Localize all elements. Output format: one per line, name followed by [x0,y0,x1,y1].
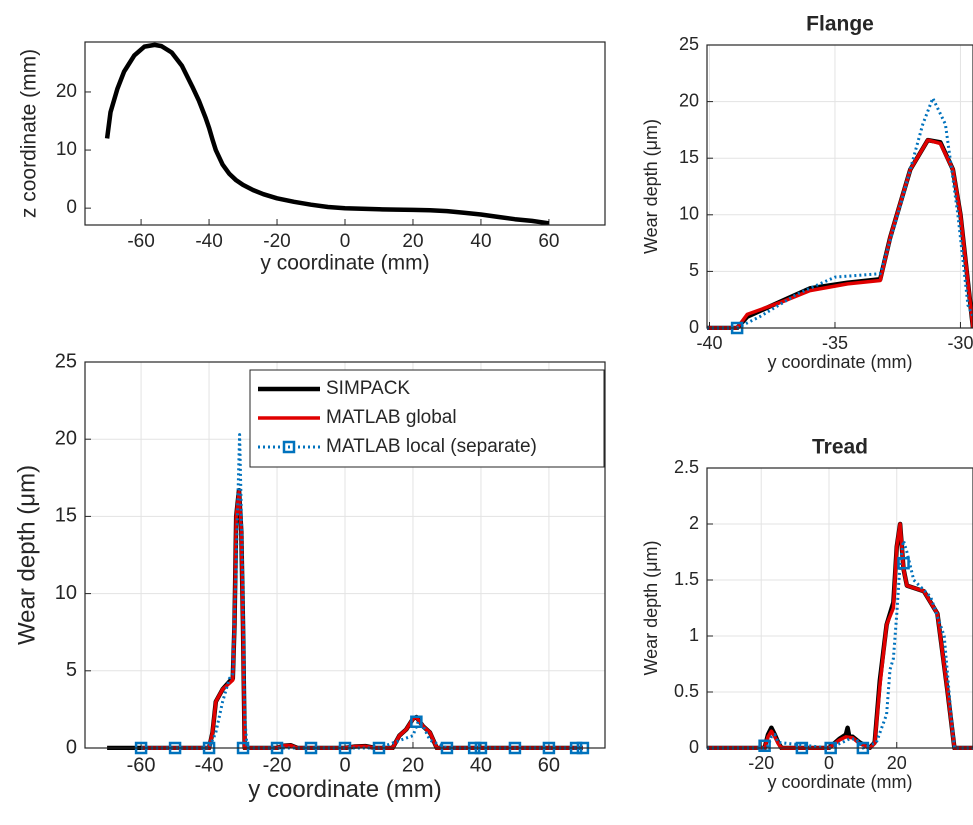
x-tick-label: 40 [470,754,492,776]
marker [897,556,910,570]
y-tick-label: 10 [56,139,77,160]
x-tick-label: -20 [748,753,774,773]
series-line [141,433,583,750]
x-tick-label: -40 [195,231,222,252]
y-tick-label: 25 [55,350,77,372]
subplot-title: Flange [806,13,874,36]
subplot: -40 -35 -30 0 5 10 15 20 25 Flange y coordinate (m… [641,13,973,372]
x-axis-label: y coordinate (mm) [767,772,912,792]
legend-label: MATLAB global [326,407,457,428]
y-tick-label: 10 [55,582,77,604]
x-axis-label: y coordinate (mm) [260,251,429,274]
x-tick-label: -30 [947,333,973,353]
x-tick-label: -60 [127,231,154,252]
y-tick-label: 15 [55,505,77,527]
y-tick-label: 2 [689,513,699,533]
y-axis-label: Wear depth (μm) [641,540,661,675]
x-tick-label: -60 [127,754,156,776]
x-tick-label: 60 [538,231,559,252]
y-tick-label: 0 [66,197,77,218]
plot-area [104,42,550,226]
marker [758,739,771,753]
series-line [141,489,583,750]
series-line [707,138,973,330]
x-axis-label: y coordinate (mm) [767,352,912,372]
series-line [707,522,973,750]
x-axis-label: y coordinate (mm) [248,776,441,803]
x-tick-label: 0 [340,231,351,252]
x-tick-label: -20 [263,754,292,776]
x-tick-label: -20 [263,231,290,252]
y-tick-label: 0 [689,737,699,757]
series-line [104,42,550,226]
x-tick-label: 20 [402,231,423,252]
series-line [707,96,973,330]
y-tick-label: 2.5 [674,457,699,477]
x-tick-label: 40 [470,231,491,252]
x-tick-label: -35 [822,333,848,353]
y-tick-label: 1.5 [674,569,699,589]
y-tick-label: 5 [66,659,77,681]
y-tick-label: 20 [679,90,699,110]
plot-area [707,521,973,750]
subplot: -20 0 20 0 0.5 1 1.5 2 2.5 Tread y coordinate (mm)… [641,436,973,792]
y-axis-label: Wear depth (μm) [13,465,40,645]
series-line [707,137,973,330]
axes-box [706,467,973,749]
y-tick-label: 15 [679,147,699,167]
y-axis-label: Wear depth (μm) [641,119,661,254]
y-tick-label: 20 [55,427,77,449]
y-tick-label: 0 [689,317,699,337]
marker [410,715,423,729]
subplot-title: Tread [812,436,868,459]
y-axis-label: z coordinate (mm) [18,49,41,218]
plot-area [707,96,973,330]
series-line [707,539,973,750]
y-tick-label: 20 [56,81,77,102]
axes-box [84,361,606,749]
x-tick-label: 0 [824,753,834,773]
x-tick-label: 60 [538,754,560,776]
legend-marker [282,440,296,454]
axes-box [84,41,606,226]
x-tick-label: 20 [887,753,907,773]
y-tick-label: 0 [66,736,77,758]
y-tick-label: 0.5 [674,681,699,701]
x-tick-label: -40 [195,754,224,776]
x-tick-label: 20 [402,754,424,776]
x-tick-label: -40 [697,333,723,353]
y-tick-label: 5 [689,260,699,280]
subplot: -60 -40 -20 0 20 40 60 0 5 10 15 20 25 y coordinate (… [13,350,606,803]
legend-label: MATLAB local (separate) [326,436,537,457]
plot-area [107,433,583,750]
legend-label: SIMPACK [326,378,410,399]
y-tick-label: 25 [679,34,699,54]
y-tick-label: 10 [679,204,699,224]
y-tick-label: 1 [689,625,699,645]
x-tick-label: 0 [339,754,350,776]
axes-box [706,44,973,329]
